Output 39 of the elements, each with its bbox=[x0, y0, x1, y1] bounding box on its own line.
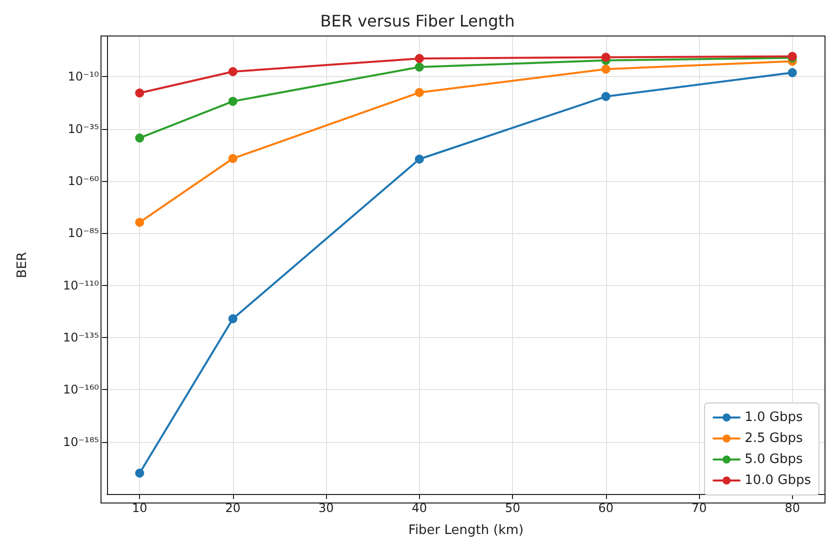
point bbox=[228, 154, 238, 163]
point bbox=[228, 314, 238, 324]
point bbox=[135, 88, 144, 98]
point bbox=[135, 468, 144, 478]
point bbox=[135, 133, 144, 142]
point bbox=[414, 154, 424, 164]
point bbox=[135, 218, 144, 227]
point bbox=[601, 64, 610, 74]
y-tick-label: 10⁻⁸⁵ bbox=[68, 226, 100, 240]
legend-label: 10.0 Gbps bbox=[744, 473, 812, 488]
x-tick-label: 60 bbox=[598, 501, 614, 515]
y-tick-label: 10⁻¹³⁵ bbox=[62, 330, 100, 344]
legend-label: 2.5 Gbps bbox=[744, 431, 803, 446]
chart-title: BER versus Fiber Length bbox=[320, 12, 515, 30]
point bbox=[788, 68, 797, 78]
x-tick-label: 70 bbox=[691, 501, 707, 515]
legend-label: 5.0 Gbps bbox=[744, 452, 803, 467]
point bbox=[414, 88, 424, 98]
point bbox=[414, 54, 424, 63]
x-axis-title: Fiber Length (km) bbox=[408, 523, 524, 538]
point bbox=[228, 96, 238, 106]
y-tick-label: 10⁻¹⁶⁰ bbox=[62, 382, 100, 397]
x-tick-label: 20 bbox=[225, 501, 241, 515]
y-tick-label: 10⁻¹⁰ bbox=[68, 70, 100, 84]
point bbox=[228, 67, 238, 76]
x-tick-label: 10 bbox=[132, 501, 148, 515]
point bbox=[601, 52, 610, 62]
x-tick-label: 40 bbox=[412, 501, 428, 515]
y-axis-title: BER bbox=[15, 252, 30, 278]
x-tick-label: 80 bbox=[784, 501, 800, 515]
point bbox=[414, 62, 424, 72]
x-tick-label: 30 bbox=[318, 501, 334, 515]
y-tick-label: 10⁻⁶⁰ bbox=[68, 174, 100, 188]
y-tick-label: 10⁻¹¹⁰ bbox=[62, 278, 100, 292]
y-tick-label: 10⁻¹⁸⁵ bbox=[62, 434, 100, 449]
x-tick-label: 50 bbox=[504, 501, 520, 515]
y-tick-label: 10⁻³⁵ bbox=[68, 122, 100, 136]
point bbox=[601, 92, 610, 102]
legend-label: 1.0 Gbps bbox=[744, 410, 803, 425]
